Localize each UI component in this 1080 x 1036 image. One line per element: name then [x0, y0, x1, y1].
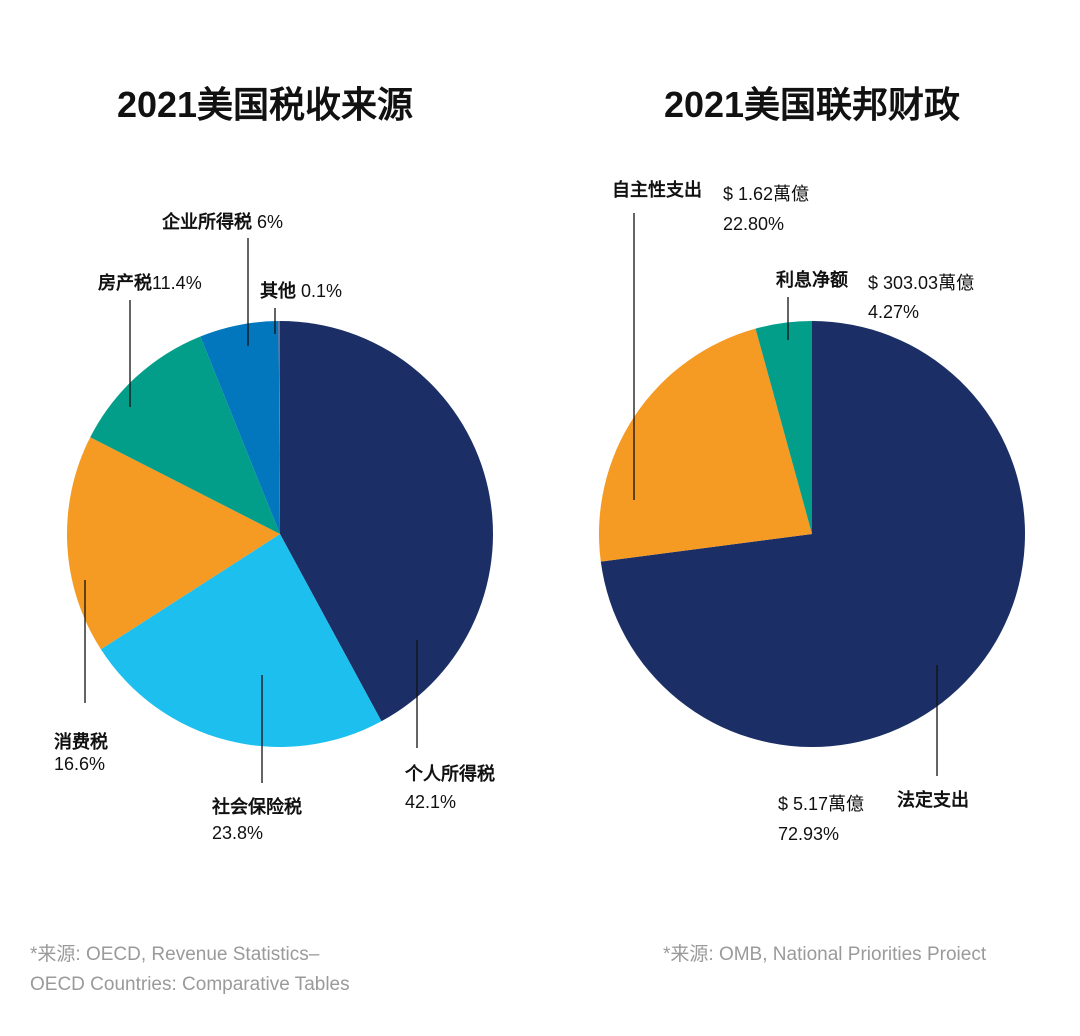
slice-label: 个人所得税: [405, 764, 495, 784]
slice-value: 22.80%: [723, 214, 785, 234]
slice-label: 利息净额: [776, 270, 848, 290]
left-chart-title: 2021美国税收来源: [116, 84, 414, 125]
pie-slice-其他: [278, 321, 280, 534]
pie-slice-自主性支出: [598, 328, 812, 562]
pie-slice-法定支出: [600, 321, 1025, 747]
source-line: *来源: OMB, National Priorities Proiect: [663, 944, 987, 965]
slice-value: 42.1%: [405, 792, 457, 812]
right-pie: [598, 321, 1025, 747]
slice-label: 其他: [260, 281, 296, 301]
left-pie: [66, 321, 493, 747]
slice-label: 自主性支出: [612, 180, 702, 200]
label-discretionary: 自主性支出: [612, 179, 702, 201]
label-excise-tax: 消费税 16.6%: [54, 731, 108, 775]
left-source-note: *来源: OECD, Revenue Statistics– OECD Count…: [30, 940, 350, 1000]
slice-value: 0.1%: [301, 281, 343, 301]
slice-value: 4.27%: [868, 302, 920, 322]
pie-slice-企业所得税: [200, 321, 280, 534]
pie-slice-消费税: [66, 437, 281, 650]
source-line: *来源: OECD, Revenue Statistics–: [30, 944, 320, 965]
label-corporate-tax: 企业所得税 6%: [162, 211, 283, 233]
right-source-note: *来源: OMB, National Priorities Proiect: [663, 940, 986, 970]
slice-amount: $ 1.62萬億: [723, 184, 810, 204]
pie-slice-房产税: [90, 336, 280, 534]
slice-label: 消费税: [54, 732, 108, 752]
slice-value: 72.93%: [778, 824, 840, 844]
slice-label: 社会保险税: [212, 797, 302, 817]
pie-slice-社会保险税: [100, 534, 382, 747]
pie-slice-利息净额: [755, 321, 812, 534]
slice-label: 法定支出: [897, 790, 969, 810]
slice-amount: $ 5.17萬億: [778, 794, 865, 814]
slice-value: 16.6%: [54, 754, 106, 774]
slice-value: 6%: [257, 212, 284, 232]
label-other: 其他 0.1%: [260, 280, 342, 302]
leader-lines: [84, 213, 938, 783]
slice-label: 房产税: [98, 273, 152, 293]
value-net-interest: $ 303.03萬億 4.27%: [868, 269, 974, 327]
slice-value: 11.4%: [152, 273, 202, 293]
pie-slice-个人所得税: [280, 321, 493, 722]
value-discretionary: $ 1.62萬億 22.80%: [723, 179, 809, 239]
label-property-tax: 房产税11.4%: [98, 272, 202, 294]
slice-value: 23.8%: [212, 823, 264, 843]
label-individual-income-tax: 个人所得税 42.1%: [405, 760, 495, 816]
source-line: OECD Countries: Comparative Tables: [30, 974, 350, 995]
right-chart-title: 2021美国联邦财政: [663, 84, 961, 125]
label-social-insurance-tax: 社会保险税 23.8%: [212, 794, 302, 846]
slice-amount: $ 303.03萬億: [868, 273, 975, 293]
value-mandatory: $ 5.17萬億 72.93%: [778, 789, 864, 849]
label-net-interest: 利息净额: [776, 269, 848, 291]
label-mandatory: 法定支出: [897, 789, 969, 811]
slice-label: 企业所得税: [162, 212, 252, 232]
